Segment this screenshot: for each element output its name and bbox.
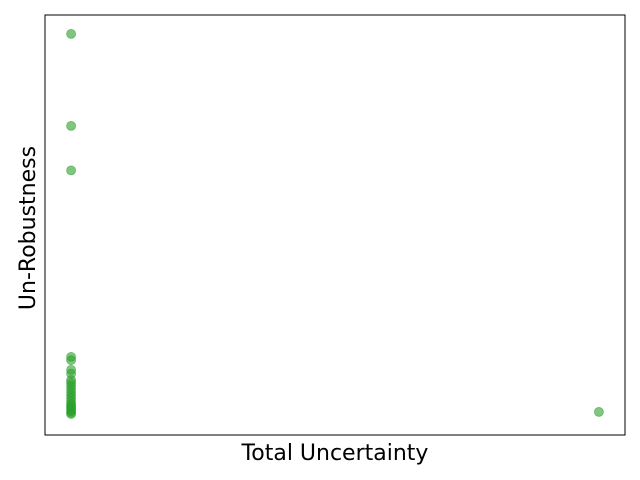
scatter-point (66, 121, 76, 131)
scatter-point (66, 355, 76, 366)
y-axis-label: Un-Robustness (16, 146, 41, 310)
scatter-point (66, 165, 76, 176)
plot-area-frame (44, 14, 626, 436)
scatter-point (594, 406, 604, 417)
scatter-point (66, 400, 76, 411)
scatter-point (66, 29, 76, 39)
scatter-points (66, 29, 604, 419)
x-axis-label: Total Uncertainty (241, 441, 429, 466)
